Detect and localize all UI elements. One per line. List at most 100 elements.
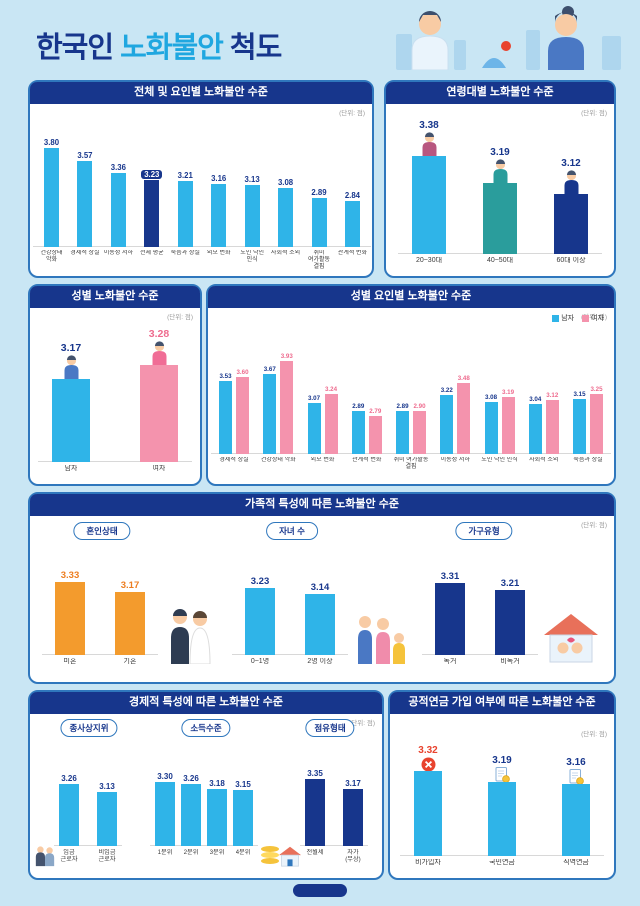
panel-gender-factor-title: 성별 요인별 노화불안 수준 (208, 286, 614, 308)
doc-icon (495, 767, 510, 783)
section-number-of-children: 자녀 수 3.23 0~1명 3.14 2명 이상 (228, 522, 414, 674)
bar (110, 173, 126, 247)
category-label: 1분위 (157, 849, 173, 856)
category-label: 4분위 (235, 849, 251, 856)
marital-status-chart: 3.33 미혼 3.17 기혼 (42, 570, 158, 670)
category-label: 노인 낙인 인식 (240, 250, 264, 264)
bar-group: 2.89 2.90 취미 여가활동 결핍 (390, 403, 432, 478)
panel-by-gender: 성별 노화불안 수준 (단위: 점) 3.17 남자 3.28 여자 (28, 284, 202, 486)
bar-group: 3.22 3.48 이동성 저하 (434, 375, 476, 478)
bar (440, 395, 454, 454)
category-label: 독거 (443, 658, 457, 665)
bar-value: 3.08 (277, 178, 294, 187)
doc-icon (569, 769, 584, 785)
unit-label: (단위: 점) (349, 720, 375, 727)
bar-column: 3.15 4분위 (230, 780, 256, 865)
bar-value: 3.19 (501, 389, 515, 396)
bar-column: 3.14 2명 이상 (294, 582, 346, 670)
category-label: 비임금 근로자 (98, 849, 116, 864)
category-label: 건강상태 악화 (260, 457, 296, 463)
bar (501, 397, 515, 454)
bar-value: 3.12 (546, 392, 559, 399)
wedding-couple-illustration (171, 609, 211, 664)
unit-label: (단위: 점) (581, 110, 607, 117)
bar-column: 3.23 0~1명 (234, 576, 286, 670)
panel-by-gender-and-factor: 성별 요인별 노화불안 수준 (단위: 점) 남자 여자 3.53 3.60 경제적… (206, 284, 616, 486)
bar (495, 590, 525, 655)
bar-value: 2.84 (344, 191, 361, 200)
bar-column: 3.93 (279, 353, 295, 454)
category-label: 외모 변화 (310, 457, 335, 463)
group-label-household-type: 가구유형 (455, 522, 513, 540)
bar-value: 3.38 (419, 120, 439, 131)
group-label-income-level: 소득수준 (181, 719, 231, 737)
bar-column: 2.90 (412, 403, 428, 454)
bar-value: 3.60 (236, 369, 249, 376)
category-label: 0~1명 (250, 658, 270, 665)
bar (52, 379, 90, 462)
bar-value: 3.30 (157, 772, 173, 781)
bar (97, 792, 117, 846)
bar-column: 3.12 60대 이상 (542, 158, 600, 268)
overall-by-factor-chart: 3.80 건강상태 악화 3.57 경제적 상실 3.36 이동성 저하 3.23 전체 평균… (33, 138, 371, 271)
bar (488, 782, 516, 856)
woman-illustration (548, 6, 584, 70)
unit-label: (단위: 점) (339, 110, 365, 117)
unit-label: (단위: 점) (581, 731, 607, 738)
group-label-number-of-children: 자녀 수 (266, 522, 318, 540)
category-label: 사회적 소외 (270, 250, 301, 256)
bar-value: 3.07 (307, 395, 321, 402)
bar (263, 374, 277, 454)
bar-column: 3.21 비독거 (484, 578, 536, 670)
bar-value: 3.23 (250, 576, 270, 587)
bar-value: 3.80 (43, 138, 60, 147)
bar (305, 779, 325, 846)
category-label: 이동성 저하 (440, 457, 470, 463)
bar-column: 3.25 (589, 386, 605, 454)
category-label: 비가입자 (415, 859, 441, 866)
bar-column: 3.08 (483, 394, 499, 454)
bar-column: 3.22 (439, 387, 455, 454)
bar (144, 180, 160, 247)
bar-value: 2.89 (396, 403, 409, 410)
bar-pair: 3.22 3.48 (439, 375, 472, 454)
bar-pair: 3.67 3.93 (262, 353, 295, 454)
bar-value: 3.16 (566, 757, 586, 768)
bar-value: 3.67 (263, 366, 276, 373)
category-label: 60대 이상 (556, 257, 586, 264)
category-label: 관계적 변화 (337, 250, 368, 256)
bar (307, 403, 321, 454)
person-icon (150, 341, 169, 366)
bar (245, 588, 275, 655)
section-marital-status: 혼인상태 3.33 미혼 3.17 기혼 (40, 522, 224, 674)
bar-column: 3.38 20~30대 (400, 120, 458, 268)
gender-legend: 남자 여자 (552, 313, 604, 323)
alarm-bell-icon (482, 41, 511, 68)
bar-column: 3.31 독거 (424, 571, 476, 670)
title-accent: 노화불안 (120, 32, 224, 64)
bar (311, 198, 327, 247)
bar (483, 183, 517, 254)
bar-value: 3.15 (235, 780, 251, 789)
housing-tenure-chart: 3.35 전월세 3.17 자가(무상) (300, 769, 368, 865)
category-label: 40~50대 (486, 257, 514, 264)
bar-value: 3.28 (148, 328, 170, 340)
header-illustration (396, 6, 621, 70)
bar (344, 201, 360, 247)
section-household-type: 가구유형 3.31 독거 3.21 비독거 (422, 522, 604, 674)
bar-column: 3.04 (527, 396, 543, 454)
bar-value: 3.22 (440, 387, 453, 394)
bar-pair: 3.53 3.60 (218, 369, 251, 454)
bar-column: 2.79 (367, 408, 383, 454)
bar-column: 3.16 직역연금 (550, 757, 602, 870)
bar-value: 2.89 (352, 403, 365, 410)
bar-column: 3.60 (235, 369, 251, 454)
bar-column: 2.84 관계적 변화 (336, 191, 369, 271)
unit-label: (단위: 점) (581, 522, 607, 529)
bar-column: 3.67 (262, 366, 278, 454)
bar-value: 3.23 (141, 170, 163, 179)
bar (324, 394, 338, 454)
house-couple-illustration (544, 614, 598, 663)
bar-value: 3.14 (310, 582, 330, 593)
bar-value: 3.33 (60, 570, 80, 581)
